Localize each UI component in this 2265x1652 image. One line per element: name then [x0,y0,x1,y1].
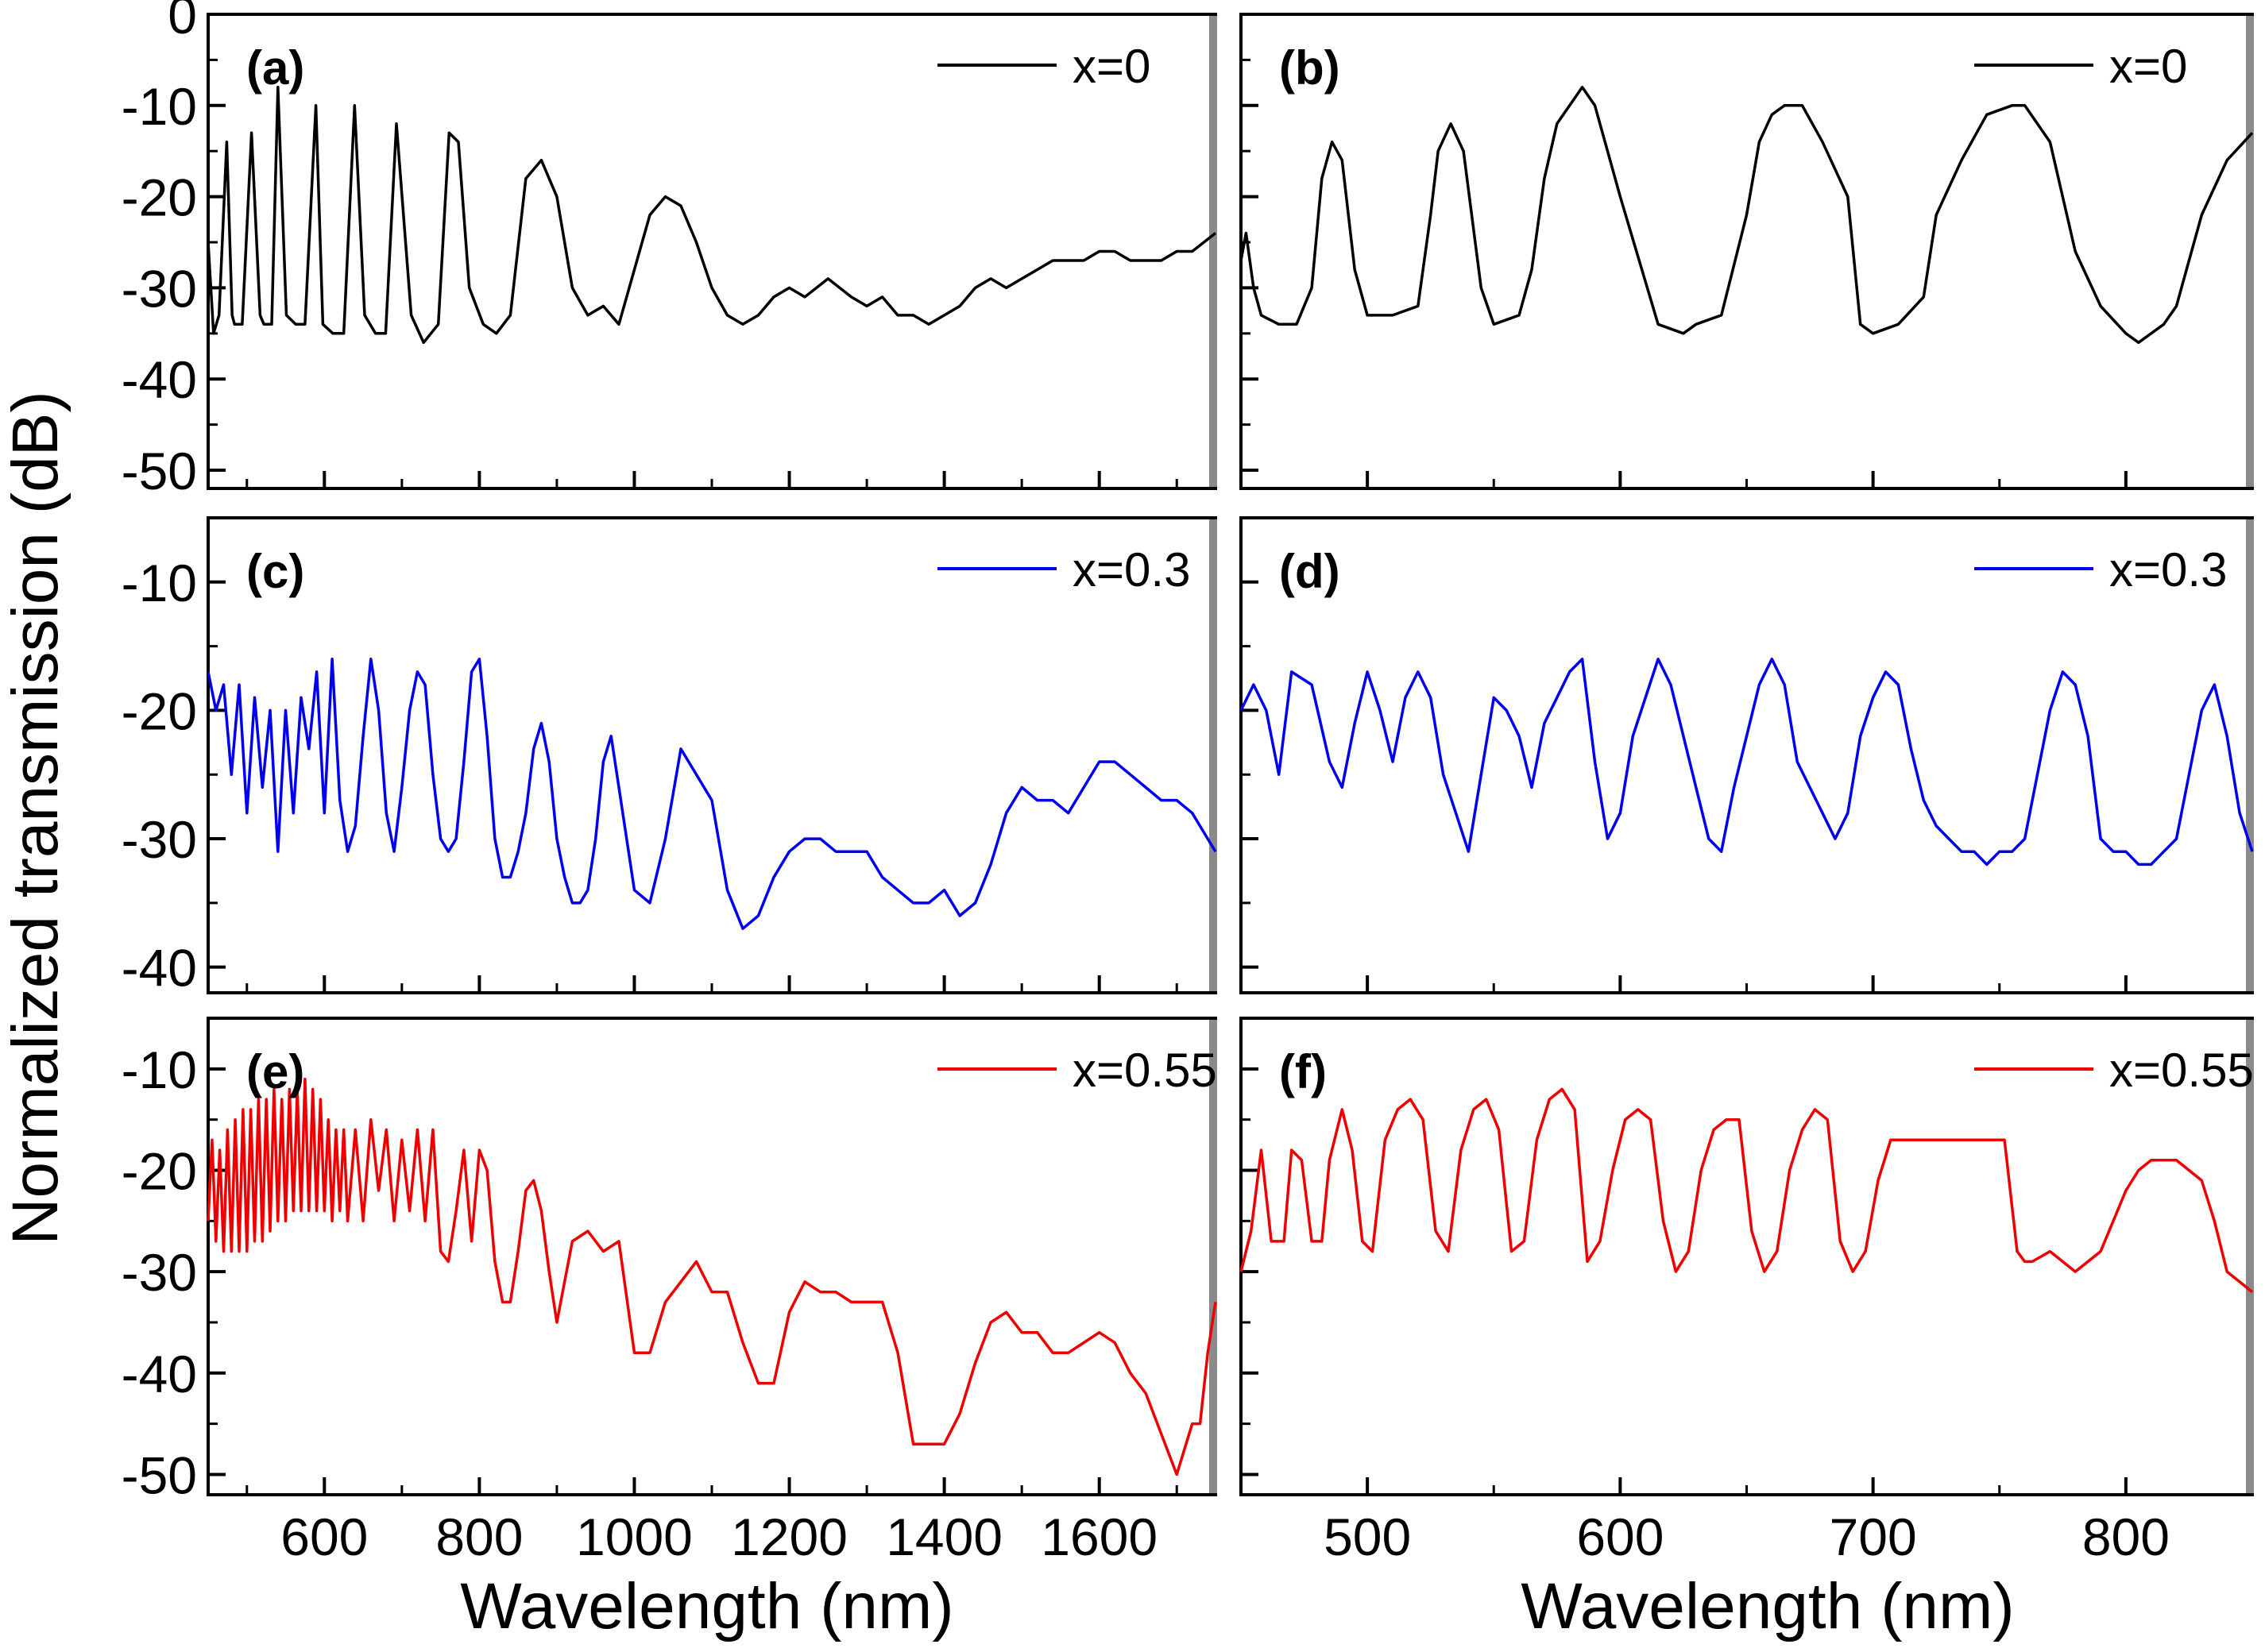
y-tick-label-a: -30 [122,259,197,318]
x-tick-label-e: 1200 [731,1507,848,1566]
x-tick-label-e: 1600 [1041,1507,1158,1566]
series-line-a [207,86,1217,345]
panel-frame-b [1239,13,2254,490]
series-line-b [1239,86,2254,345]
legend-label-f: x=0.55 [2109,1044,2254,1097]
panel-f: 500 600 700 800 (f) x=0.55 [1239,1017,2254,1566]
y-tick-label-c: -30 [122,810,197,869]
x-axis-title-left: Wavelength (nm) [460,1570,953,1642]
y-tick-label-c: -40 [122,939,197,998]
x-tick-label-f: 800 [2082,1507,2170,1566]
legend-label-e: x=0.55 [1073,1044,1217,1097]
panel-edge-a [1209,16,1217,487]
panel-edge-f [2246,1020,2254,1493]
x-tick-label-e: 800 [435,1507,523,1566]
panel-a: 0 -10 -20 -30 -40 -50 (a) x=0 [122,0,1217,500]
series-line-f [1239,1087,2254,1294]
y-tick-label-e: -40 [122,1345,197,1403]
x-tick-label-e: 1400 [886,1507,1003,1566]
legend-label-c: x=0.3 [1073,543,1190,596]
panel-edge-e [1209,1020,1217,1493]
y-tick-label-e: -20 [122,1141,197,1200]
x-tick-label-f: 500 [1324,1507,1411,1566]
panel-frame-f [1239,1017,2254,1496]
x-tick-label-f: 600 [1576,1507,1664,1566]
panel-edge-c [1209,519,1217,991]
panel-label-b: (b) [1279,41,1340,95]
x-axis-title-right: Wavelength (nm) [1521,1570,2014,1642]
series-line-d [1239,658,2254,867]
series-line-e [207,1077,1217,1476]
y-tick-label-c: -10 [122,554,197,612]
legend-label-d: x=0.3 [2109,543,2227,596]
y-tick-label-e: -10 [122,1040,197,1099]
x-tick-label-e: 1000 [576,1507,693,1566]
y-axis-title: Normalized transmission (dB) [0,391,72,1245]
y-tick-label-a: 0 [168,0,197,44]
y-tick-label-a: -20 [122,168,197,227]
panel-label-e: (e) [246,1045,304,1098]
legend-label-a: x=0 [1073,40,1150,93]
y-tick-label-a: -10 [122,77,197,136]
y-tick-label-c: -20 [122,681,197,740]
panel-label-a: (a) [246,41,304,95]
x-tick-label-e: 600 [280,1507,368,1566]
panel-frame-e [207,1017,1217,1496]
panel-frame-c [207,516,1217,994]
panel-e: -10 -20 -30 -40 -50 600 800 1000 1200 1400 1600 (e)… [122,1017,1217,1566]
panel-label-f: (f) [1279,1045,1327,1098]
x-tick-label-f: 700 [1830,1507,1917,1566]
y-tick-label-a: -40 [122,350,197,409]
series-line-c [207,658,1217,930]
panel-label-d: (d) [1279,545,1340,598]
panel-edge-d [2246,519,2254,991]
y-tick-label-e: -50 [122,1446,197,1504]
y-tick-label-a: -50 [122,442,197,500]
panel-d: (d) x=0.3 [1239,516,2254,994]
panel-label-c: (c) [246,545,304,598]
panel-edge-b [2246,16,2254,487]
y-tick-label-e: -30 [122,1243,197,1302]
legend-label-b: x=0 [2109,40,2187,93]
panel-c: -10 -20 -30 -40 (c) x=0.3 [122,516,1217,998]
panel-b: (b) x=0 [1239,13,2254,490]
panel-frame-a [207,13,1217,490]
